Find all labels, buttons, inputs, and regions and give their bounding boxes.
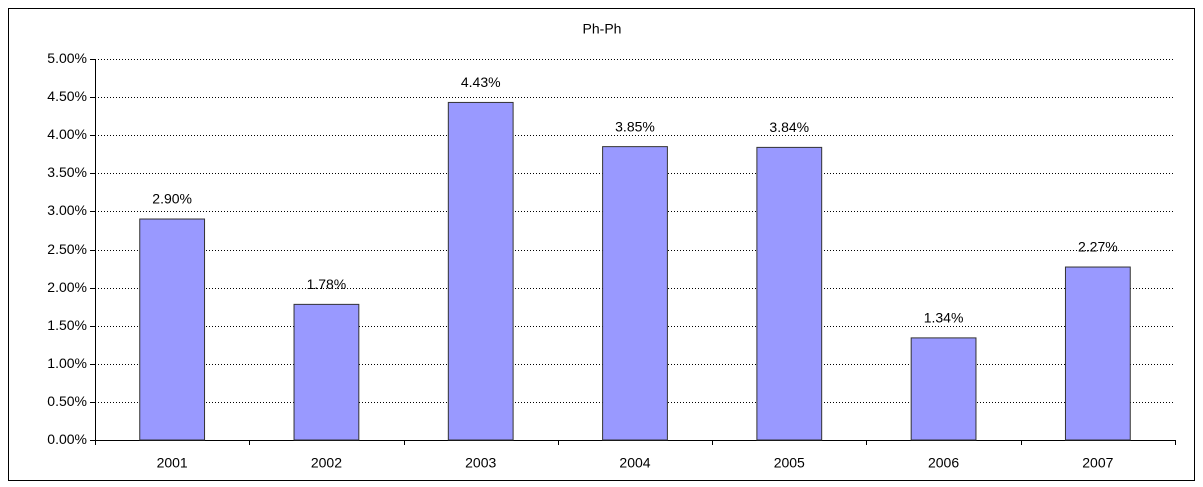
bar <box>293 303 360 441</box>
y-tick-label: 0.00% <box>47 431 87 447</box>
value-label: 2.90% <box>152 191 192 207</box>
value-label: 2.27% <box>1078 239 1118 255</box>
x-tick-label: 2005 <box>774 455 805 471</box>
y-tick-label: 1.00% <box>47 355 87 371</box>
bar <box>602 146 668 441</box>
y-tick-label: 3.00% <box>47 202 87 218</box>
value-label: 3.85% <box>615 118 655 134</box>
value-label: 4.43% <box>461 74 501 90</box>
bar <box>910 337 977 441</box>
bar <box>756 146 823 441</box>
x-tick-label: 2006 <box>928 455 959 471</box>
x-tick-label: 2004 <box>619 455 650 471</box>
value-label: 1.78% <box>307 276 347 292</box>
x-tick-label: 2001 <box>157 455 188 471</box>
y-tick-label: 3.50% <box>47 164 87 180</box>
bar <box>139 218 206 441</box>
bar <box>1064 266 1131 441</box>
y-tick-label: 0.50% <box>47 393 87 409</box>
y-tick-label: 4.00% <box>47 126 87 142</box>
chart-border <box>8 8 1195 481</box>
y-tick-label: 2.50% <box>47 241 87 257</box>
y-tick-label: 2.00% <box>47 279 87 295</box>
value-label: 1.34% <box>924 310 964 326</box>
value-label: 3.84% <box>769 119 809 135</box>
x-tick-label: 2007 <box>1082 455 1113 471</box>
y-tick-label: 1.50% <box>47 317 87 333</box>
chart-title: Ph-Ph <box>583 21 622 37</box>
x-tick-label: 2003 <box>465 455 496 471</box>
bar <box>447 101 514 441</box>
x-tick-label: 2002 <box>311 455 342 471</box>
y-tick-label: 5.00% <box>47 50 87 66</box>
y-tick-label: 4.50% <box>47 88 87 104</box>
